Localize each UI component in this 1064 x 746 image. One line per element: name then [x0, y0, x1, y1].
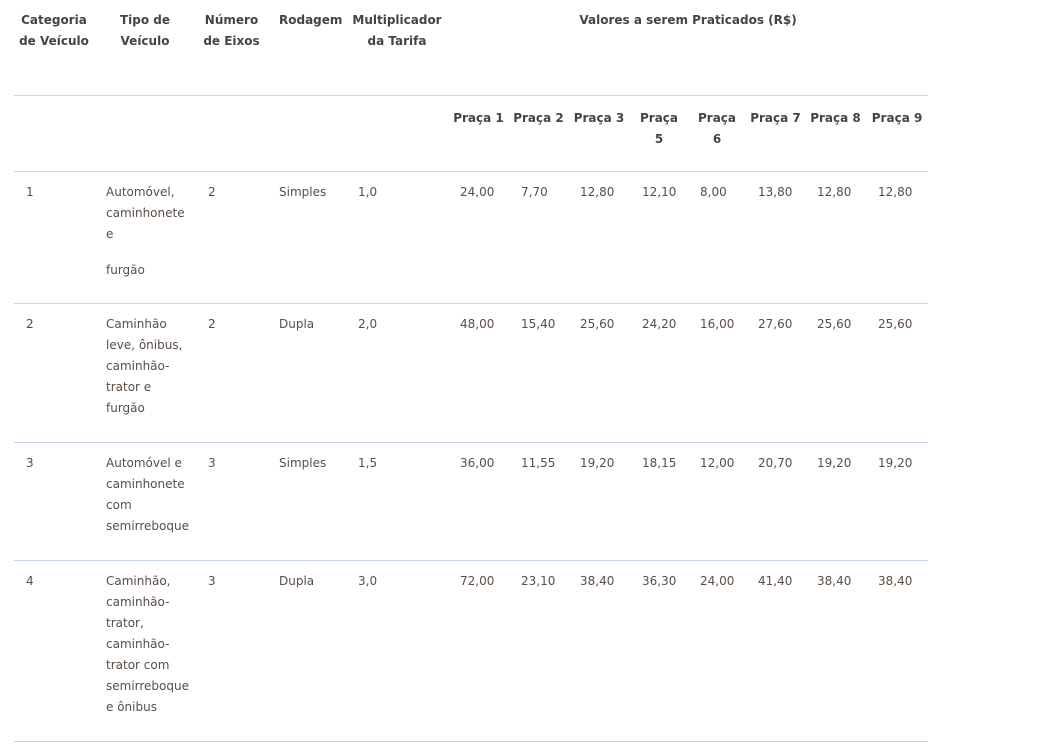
- header-praca: Praça 1: [453, 110, 504, 125]
- header-praca: Praça 6: [697, 110, 737, 146]
- cell-valor: 38,40: [878, 573, 913, 588]
- cell-tipo: Caminhão leve, ônibus, caminhão-trator e…: [94, 303, 196, 442]
- cell-valor: 27,60: [758, 316, 793, 331]
- cell-rodagem: Dupla: [279, 573, 315, 588]
- cell-valor: 12,80: [817, 184, 852, 199]
- cell-tipo: Caminhão, caminhão-trator, caminhão-trat…: [94, 560, 196, 741]
- cell-multiplicador: 2,0: [358, 316, 378, 331]
- cell-valor: 12,10: [642, 184, 677, 199]
- cell-valor: 25,60: [580, 316, 615, 331]
- cell-valor: 16,00: [700, 316, 735, 331]
- cell-valor: 12,00: [700, 455, 735, 470]
- cell-valor: 19,20: [580, 455, 615, 470]
- header-categoria: Categoria de Veículo: [19, 13, 89, 48]
- header-rodagem: Rodagem: [279, 13, 343, 27]
- cell-valor: 24,20: [642, 316, 677, 331]
- cell-valor: 23,10: [521, 573, 556, 588]
- header-praca: Praça 8: [810, 110, 861, 125]
- header-row: Categoria de Veículo Tipo de Veículo Núm…: [14, 0, 929, 95]
- cell-rodagem: Simples: [279, 455, 327, 470]
- cell-valor: 38,40: [580, 573, 615, 588]
- header-praca: Praça 2: [513, 110, 564, 125]
- header-praca: Praça 9: [871, 110, 923, 125]
- cell-valor: 48,00: [460, 316, 495, 331]
- cell-categoria: 4: [26, 573, 34, 588]
- cell-eixos: 2: [208, 316, 216, 331]
- tipo-text: furgão: [106, 262, 145, 277]
- cell-valor: 15,40: [521, 316, 556, 331]
- cell-rodagem: Simples: [279, 184, 327, 199]
- cell-valor: 20,70: [758, 455, 793, 470]
- cell-multiplicador: 1,0: [358, 184, 378, 199]
- cell-valor: 19,20: [817, 455, 852, 470]
- cell-valor: 24,00: [460, 184, 495, 199]
- cell-valor: 38,40: [817, 573, 852, 588]
- header-praca: Praça 7: [750, 110, 801, 125]
- cell-valor: 36,00: [460, 455, 495, 470]
- cell-valor: 24,00: [700, 573, 735, 588]
- header-praca: Praça 5: [639, 110, 679, 146]
- tipo-text: Automóvel e caminhonete com semirreboque: [106, 455, 189, 533]
- tariff-table: Categoria de Veículo Tipo de Veículo Núm…: [14, 0, 929, 742]
- cell-valor: 72,00: [460, 573, 495, 588]
- header-praca: Praça 3: [573, 110, 625, 125]
- table-row: 2 Caminhão leve, ônibus, caminhão-trator …: [14, 303, 929, 442]
- table-row: 1 Automóvel, caminhonete e furgão 2 Simples 1…: [14, 171, 929, 303]
- cell-valor: 41,40: [758, 573, 793, 588]
- cell-tipo: Automóvel e caminhonete com semirreboque: [94, 442, 196, 560]
- cell-rodagem: Dupla: [279, 316, 315, 331]
- header-tipo: Tipo de Veículo: [119, 13, 171, 48]
- header-eixos: Número de Eixos: [203, 13, 260, 48]
- cell-valor: 8,00: [700, 184, 727, 199]
- cell-valor: 12,80: [878, 184, 913, 199]
- cell-multiplicador: 3,0: [358, 573, 378, 588]
- cell-valor: 25,60: [878, 316, 913, 331]
- cell-valor: 18,15: [642, 455, 677, 470]
- table-row: 3 Automóvel e caminhonete com semirreboqu…: [14, 442, 929, 560]
- table-row: 4 Caminhão, caminhão-trator, caminhão-tra…: [14, 560, 929, 741]
- cell-valor: 25,60: [817, 316, 852, 331]
- cell-categoria: 1: [26, 184, 34, 199]
- header-valores: Valores a serem Praticados (R$): [579, 13, 797, 27]
- cell-valor: 36,30: [642, 573, 677, 588]
- cell-tipo: Automóvel, caminhonete e furgão: [94, 171, 196, 303]
- cell-eixos: 3: [208, 573, 216, 588]
- tipo-text: Automóvel, caminhonete e: [106, 184, 185, 241]
- cell-eixos: 3: [208, 455, 216, 470]
- tipo-text: Caminhão, caminhão-trator, caminhão-trat…: [106, 573, 189, 714]
- tipo-text: Caminhão leve, ônibus, caminhão-trator e…: [106, 316, 183, 415]
- cell-multiplicador: 1,5: [358, 455, 378, 470]
- cell-categoria: 3: [26, 455, 34, 470]
- praca-header-row: Praça 1 Praça 2 Praça 3 Praça 5 Praça 6 Praça…: [14, 95, 929, 171]
- cell-valor: 19,20: [878, 455, 913, 470]
- cell-valor: 13,80: [758, 184, 793, 199]
- cell-valor: 11,55: [521, 455, 556, 470]
- header-multiplicador: Multiplicador da Tarifa: [352, 13, 442, 48]
- cell-valor: 12,80: [580, 184, 615, 199]
- cell-categoria: 2: [26, 316, 34, 331]
- cell-valor: 7,70: [521, 184, 548, 199]
- cell-eixos: 2: [208, 184, 216, 199]
